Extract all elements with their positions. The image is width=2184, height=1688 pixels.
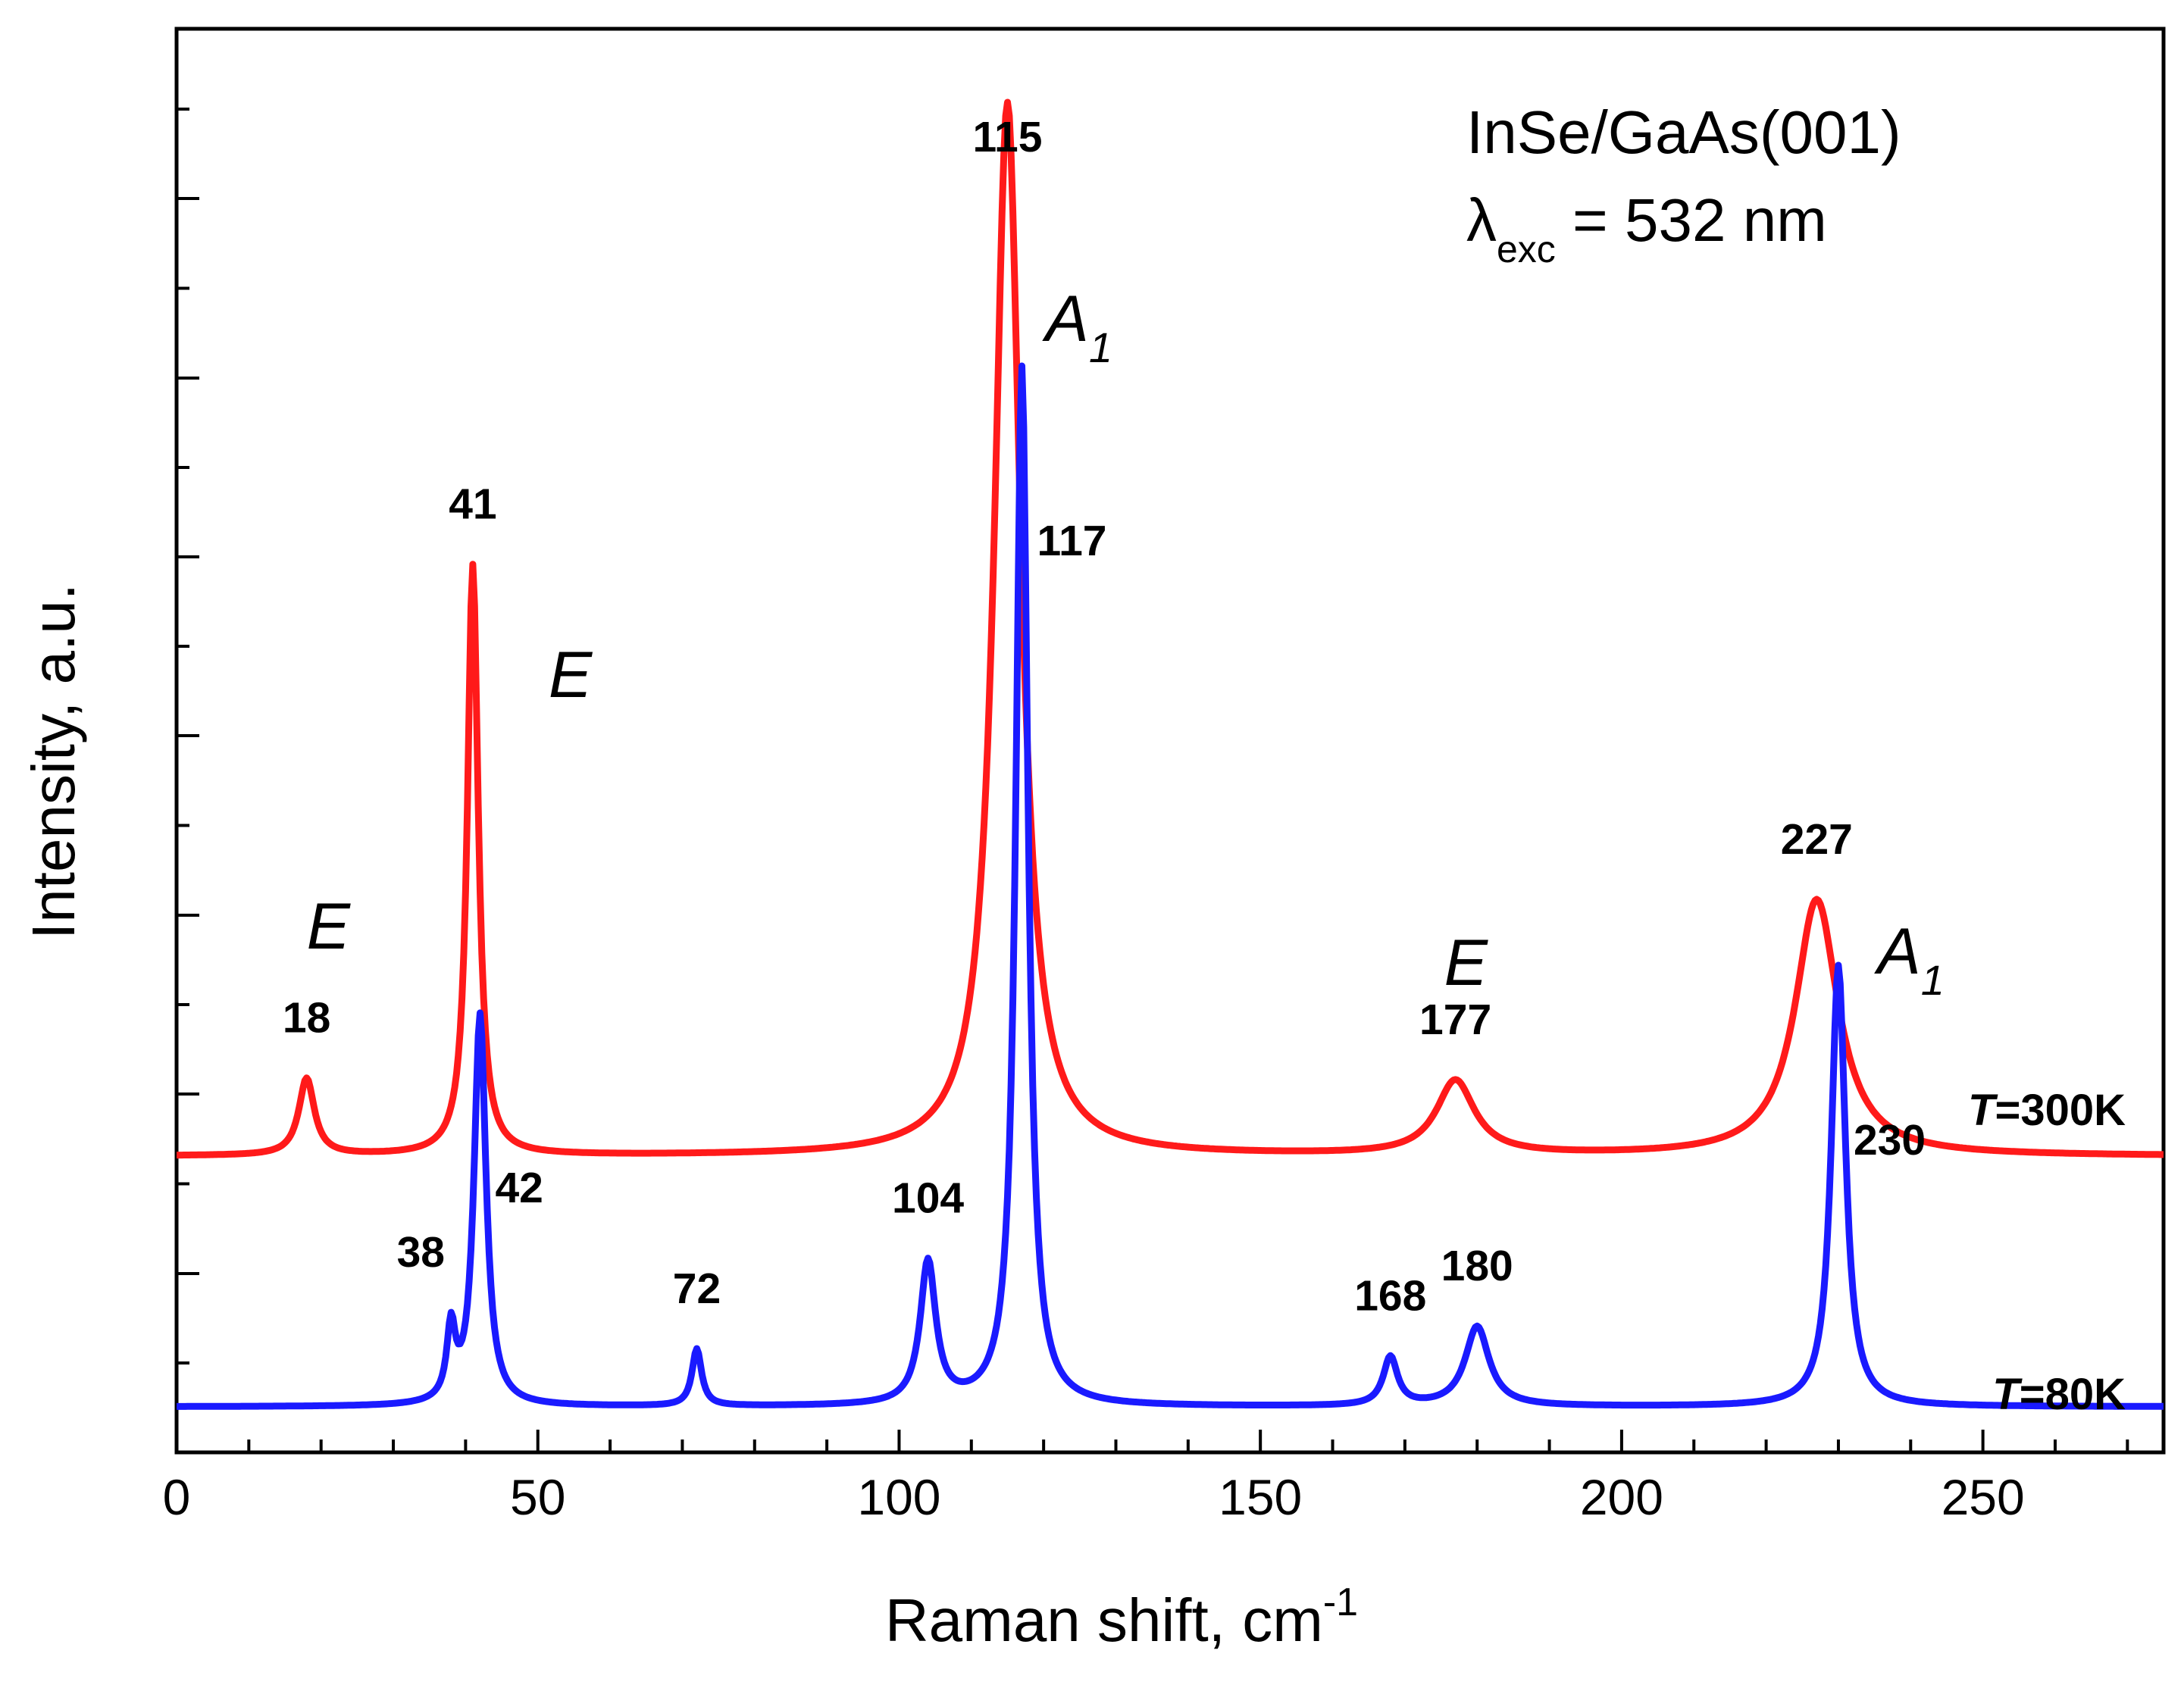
x-axis-ticks: 0 50 100 150 200 250 <box>163 1430 2129 1525</box>
peak-label: 177 <box>1419 996 1491 1044</box>
series-layer <box>174 98 2166 1410</box>
peak-label: 230 <box>1854 1116 1926 1164</box>
plot-frame <box>174 27 2166 1455</box>
y-axis-ticks <box>177 108 199 1454</box>
phonon-mode-label: E <box>1444 927 1489 999</box>
x-tick-label: 100 <box>857 1469 940 1525</box>
peak-label: 72 <box>673 1264 721 1313</box>
phonon-mode-label: E <box>307 890 352 963</box>
x-tick-label: 150 <box>1219 1469 1302 1525</box>
peak-label: 180 <box>1441 1242 1513 1290</box>
peak-label-layer: 18 41 115 177 227 38 42 72 104 117 168 180 230 E E A1 E A… <box>283 113 1945 1320</box>
phonon-mode-label: E <box>549 639 593 711</box>
sample-annotation: InSe/GaAs(001) <box>1466 98 1901 166</box>
y-axis-title: Intensity, a.u. <box>20 583 87 939</box>
x-tick-label: 50 <box>510 1469 565 1525</box>
peak-label: 42 <box>495 1164 543 1212</box>
x-tick-label: 250 <box>1942 1469 2025 1525</box>
x-tick-label: 200 <box>1580 1469 1663 1525</box>
series-line-80k <box>174 362 2166 1410</box>
x-tick-label: 0 <box>163 1469 191 1525</box>
peak-label: 168 <box>1354 1271 1426 1320</box>
series-line-300k <box>174 98 2166 1159</box>
peak-label: 117 <box>1037 517 1107 565</box>
peak-label: 18 <box>283 994 330 1042</box>
legend-label-300k: T=300K <box>1968 1086 2126 1135</box>
x-axis-title: Raman shift, cm-1 <box>885 1580 1358 1654</box>
peak-label: 227 <box>1781 815 1853 864</box>
peak-label: 38 <box>397 1228 445 1277</box>
peak-label: 104 <box>892 1174 964 1223</box>
excitation-annotation: λexc = 532 nm <box>1466 186 1827 270</box>
peak-label: 41 <box>449 480 496 529</box>
peak-label: 115 <box>972 113 1042 161</box>
phonon-mode-label: A1 <box>1041 283 1112 371</box>
phonon-mode-label: A1 <box>1873 915 1945 1004</box>
legend-label-80k: T=80K <box>1992 1370 2126 1419</box>
